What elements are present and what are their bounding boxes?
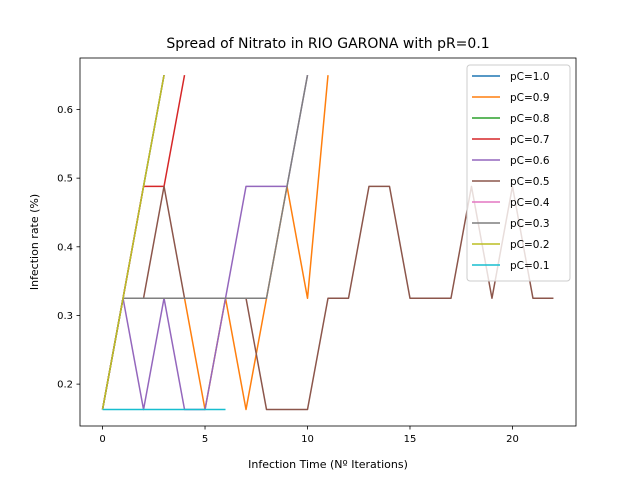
x-tick-label: 20	[506, 434, 519, 445]
x-tick-label: 10	[301, 434, 314, 445]
legend-label: pC=0.6	[510, 155, 550, 167]
chart-title: Spread of Nitrato in RIO GARONA with pR=…	[166, 36, 489, 52]
legend-label: pC=1.0	[510, 71, 550, 83]
series-line-8	[101, 75, 165, 410]
y-tick-label: 0.2	[57, 380, 73, 391]
legend-label: pC=0.1	[510, 260, 550, 272]
x-axis-label: Infection Time (Nº Iterations)	[248, 458, 408, 471]
legend-box	[466, 64, 571, 282]
legend-label: pC=0.5	[510, 176, 550, 188]
legend-label: pC=0.8	[510, 113, 550, 125]
series-line-3	[101, 75, 186, 410]
legend-label: pC=0.2	[510, 239, 550, 251]
x-tick-label: 0	[99, 434, 105, 445]
legend-label: pC=0.9	[510, 92, 550, 104]
legend: pC=1.0 pC=0.9 pC=0.8 pC=0.7 pC=0.6 pC=0.5 pC=0…	[466, 64, 571, 282]
y-tick-label: 0.3	[57, 311, 73, 322]
plot-lines	[101, 75, 554, 411]
legend-label: pC=0.4	[510, 197, 550, 209]
y-axis-ticks: 0.2 0.3 0.4 0.5 0.6	[57, 105, 80, 391]
plot-frame	[79, 57, 577, 427]
y-tick-label: 0.5	[57, 174, 73, 185]
x-tick-label: 5	[202, 434, 208, 445]
y-tick-label: 0.6	[57, 105, 73, 116]
x-tick-label: 15	[404, 434, 417, 445]
legend-label: pC=0.7	[510, 134, 550, 146]
legend-label: pC=0.3	[510, 218, 550, 230]
y-axis-label: Infection rate (%)	[28, 194, 41, 290]
x-axis-ticks: 0 5 10 15 20	[99, 426, 519, 445]
y-tick-label: 0.4	[57, 242, 73, 253]
series-line-1	[101, 75, 329, 411]
series-line-7	[101, 75, 309, 410]
